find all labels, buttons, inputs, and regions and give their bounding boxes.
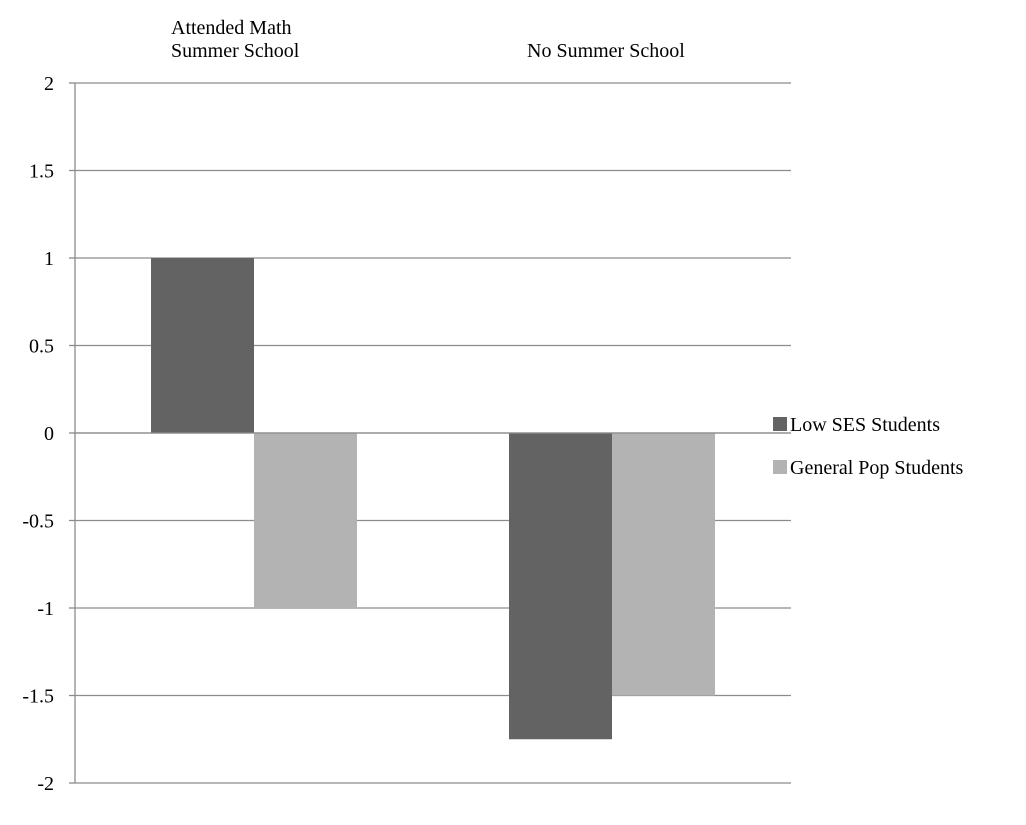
- y-tick-labels: 2 1.5 1 0.5 0 -0.5 -1 -1.5 -2: [22, 73, 54, 795]
- y-tick-label: -0.5: [22, 511, 54, 533]
- bar-low-ses-1: [509, 433, 612, 740]
- y-tick-label: -1: [37, 598, 54, 620]
- category-label: Summer School: [171, 40, 300, 62]
- y-tick-label: 0: [44, 423, 54, 445]
- bar-general-pop-1: [612, 433, 715, 696]
- y-tick-label: 2: [44, 73, 54, 95]
- legend: Low SES Students General Pop Students: [773, 414, 964, 479]
- legend-label: General Pop Students: [790, 457, 964, 479]
- axes: [69, 82, 791, 784]
- bar-general-pop-0: [254, 433, 357, 608]
- y-tick-label: 0.5: [29, 336, 54, 358]
- category-label: Attended Math: [171, 17, 292, 39]
- legend-swatch: [773, 460, 787, 474]
- legend-label: Low SES Students: [790, 414, 940, 436]
- legend-swatch: [773, 417, 787, 431]
- bars: [151, 258, 715, 740]
- y-tick-label: 1: [44, 248, 54, 270]
- y-tick-label: -2: [37, 773, 54, 795]
- bar-low-ses-0: [151, 258, 254, 433]
- category-label: No Summer School: [527, 40, 685, 62]
- y-tick-label: 1.5: [29, 161, 54, 183]
- y-tick-label: -1.5: [22, 686, 54, 708]
